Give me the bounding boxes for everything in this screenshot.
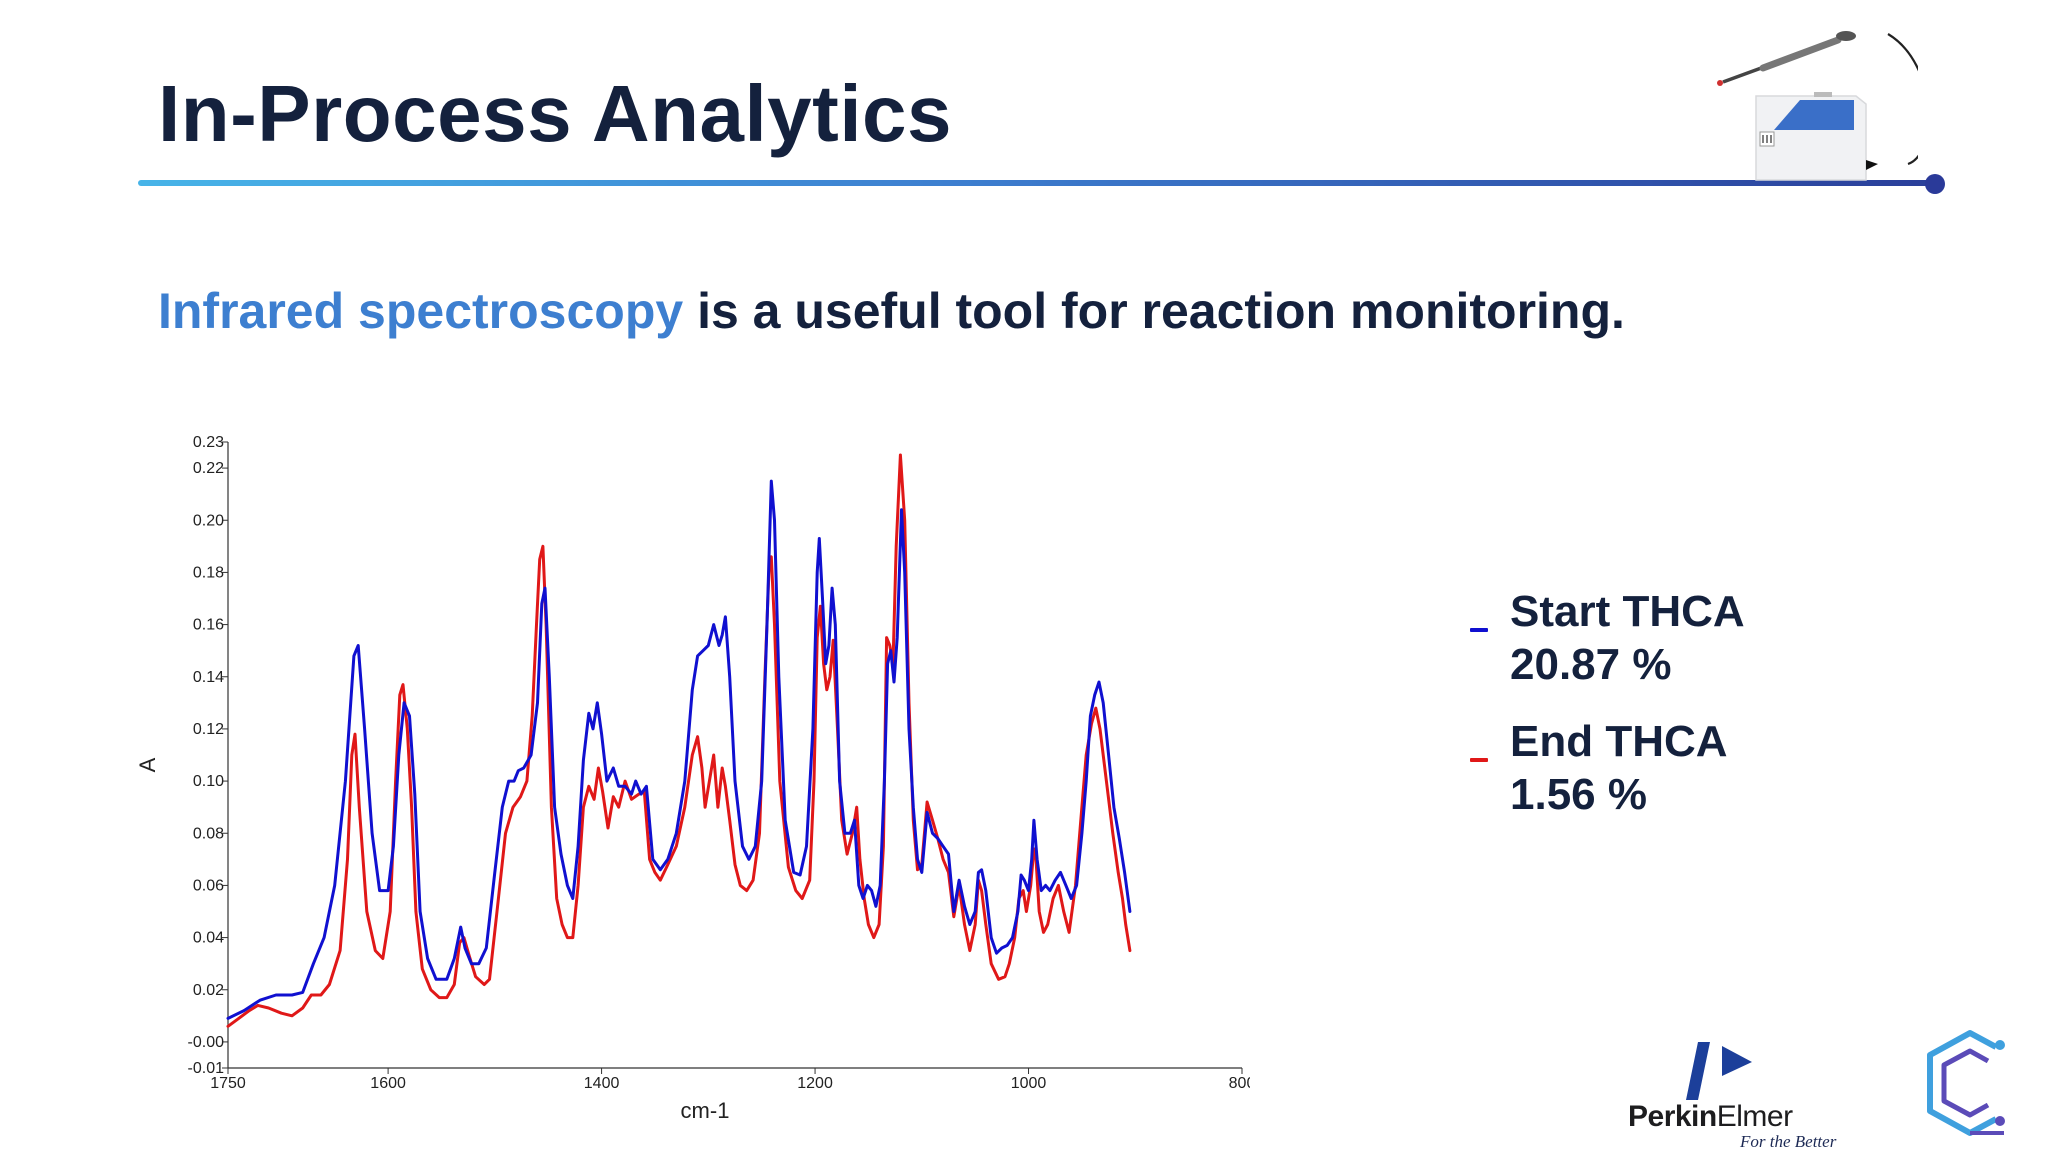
legend-start-name: Start THCA [1510,587,1745,636]
y-tick-label: 0.08 [193,825,224,842]
x-tick-label: 1000 [1011,1075,1047,1092]
y-axis-label: A [135,757,160,772]
x-tick-label: 1400 [584,1075,620,1092]
y-tick-label: 0.16 [193,617,224,634]
subtitle-highlight: Infrared spectroscopy [158,283,684,339]
x-tick-label: 1750 [210,1075,246,1092]
x-tick-label: 1200 [797,1075,833,1092]
legend-end-value: 1.56 % [1510,770,1647,819]
legend-swatch-end [1470,758,1488,762]
spectrometer-probe-icon [1717,31,1918,181]
y-tick-label: 0.18 [193,564,224,581]
company-c-logo-icon [1927,1030,2005,1136]
divider-end-dot [1925,174,1945,194]
y-tick-label: 0.06 [193,877,224,894]
ir-spectrum-chart: -0.01 -0.00 0.02 0.04 0.06 0.08 0.10 0.12 0.14 0.… [135,434,1250,1120]
x-tick-label: 1600 [370,1075,406,1092]
legend-swatch-start [1470,628,1488,632]
x-axis-label: cm-1 [681,1098,730,1120]
legend-label-end: End THCA 1.56 % [1510,715,1728,821]
subtitle-rest: is a useful tool for reaction monitoring… [683,283,1625,339]
slide-title: In-Process Analytics [158,69,953,158]
legend-start-value: 20.87 % [1510,640,1672,689]
legend-end-name: End THCA [1510,717,1728,766]
y-tick-label: 0.22 [193,460,224,477]
x-tick-label: 800 [1229,1075,1250,1092]
title-divider [138,180,1936,186]
legend-item-start: Start THCA 20.87 % [1470,585,1745,691]
y-tick-label: 0.23 [193,434,224,451]
legend-item-end: End THCA 1.56 % [1470,715,1745,821]
legend-label-start: Start THCA 20.87 % [1510,585,1745,691]
perkinelmer-logo: PerkinElmer For the Better [1628,1030,1858,1152]
y-tick-label: 0.04 [193,930,224,947]
perkinelmer-mark-icon [1686,1042,1752,1100]
series-line-start-thca [226,479,1132,1020]
series-line-end-thca [226,453,1132,1028]
y-tick-label: 0.02 [193,982,224,999]
chart-legend: Start THCA 20.87 % End THCA 1.56 % [1470,585,1745,845]
y-tick-label: 0.10 [193,773,224,790]
y-tick-label: -0.00 [188,1034,225,1051]
y-tick-label: -0.01 [188,1060,225,1077]
y-tick-label: 0.20 [193,512,224,529]
y-tick-label: 0.12 [193,721,224,738]
slide-subtitle: Infrared spectroscopy is a useful tool f… [158,282,1625,340]
y-tick-label: 0.14 [193,669,224,686]
